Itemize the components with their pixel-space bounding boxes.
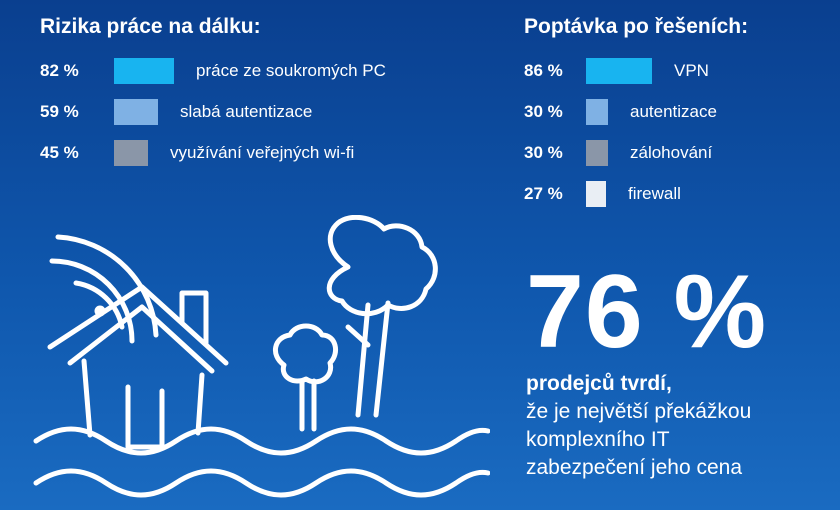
bar-category-label: firewall bbox=[628, 184, 681, 203]
bar-row: 30 % zálohování bbox=[524, 140, 824, 166]
bush-icon bbox=[273, 323, 339, 432]
tree-icon bbox=[326, 215, 438, 418]
bar-category-label: autentizace bbox=[630, 102, 717, 121]
bar-row: 86 % VPN bbox=[524, 58, 824, 84]
bar-category-label: slabá autentizace bbox=[180, 102, 313, 121]
demand-chart: 86 % VPN 30 % autentizace 30 % zálohování 27 %… bbox=[524, 58, 824, 207]
bar bbox=[586, 58, 652, 84]
bar-value-label: 82 % bbox=[40, 61, 79, 80]
bar bbox=[114, 99, 158, 125]
stat-strong-text: prodejců tvrdí, bbox=[526, 372, 672, 395]
bar-row: 59 % slabá autentizace bbox=[40, 99, 440, 125]
stat-line-2: komplexního IT bbox=[526, 428, 670, 451]
bar-category-label: práce ze soukromých PC bbox=[196, 61, 386, 80]
stat-block: 76 % prodejců tvrdí, že je největší přek… bbox=[526, 254, 826, 482]
bar bbox=[114, 140, 148, 166]
stat-value: 76 % bbox=[526, 254, 768, 370]
bar-category-label: zálohování bbox=[630, 143, 713, 162]
waves-icon bbox=[33, 426, 490, 498]
bar-category-label: využívání veřejných wi-fi bbox=[170, 143, 355, 162]
flooded-house-illustration bbox=[33, 215, 490, 498]
bar-value-label: 30 % bbox=[524, 143, 563, 162]
bar-row: 45 % využívání veřejných wi-fi bbox=[40, 140, 440, 166]
bar-value-label: 30 % bbox=[524, 102, 563, 121]
bar bbox=[586, 99, 608, 125]
remote-work-risks-panel: Rizika práce na dálku: 82 % práce ze souk… bbox=[40, 14, 440, 181]
bar-value-label: 86 % bbox=[524, 61, 563, 80]
bar-category-label: VPN bbox=[674, 61, 709, 80]
demand-title: Poptávka po řešeních: bbox=[524, 15, 749, 38]
bar bbox=[586, 140, 608, 166]
bar-value-label: 59 % bbox=[40, 102, 79, 121]
stat-line-1: že je největší překážkou bbox=[526, 400, 752, 423]
risks-chart: 82 % práce ze soukromých PC 59 % slabá aute… bbox=[40, 58, 440, 166]
bar-value-label: 27 % bbox=[524, 184, 563, 203]
bar bbox=[586, 181, 606, 207]
bar-row: 30 % autentizace bbox=[524, 99, 824, 125]
solution-demand-panel: Poptávka po řešeních: 86 % VPN 30 % autenti… bbox=[524, 14, 824, 222]
bar-row: 82 % práce ze soukromých PC bbox=[40, 58, 440, 84]
risks-title: Rizika práce na dálku: bbox=[40, 15, 261, 38]
bar bbox=[114, 58, 174, 84]
house-icon bbox=[47, 284, 229, 450]
bar-row: 27 % firewall bbox=[524, 181, 824, 207]
bar-value-label: 45 % bbox=[40, 143, 79, 162]
stat-line-3: zabezpečení jeho cena bbox=[526, 456, 742, 479]
